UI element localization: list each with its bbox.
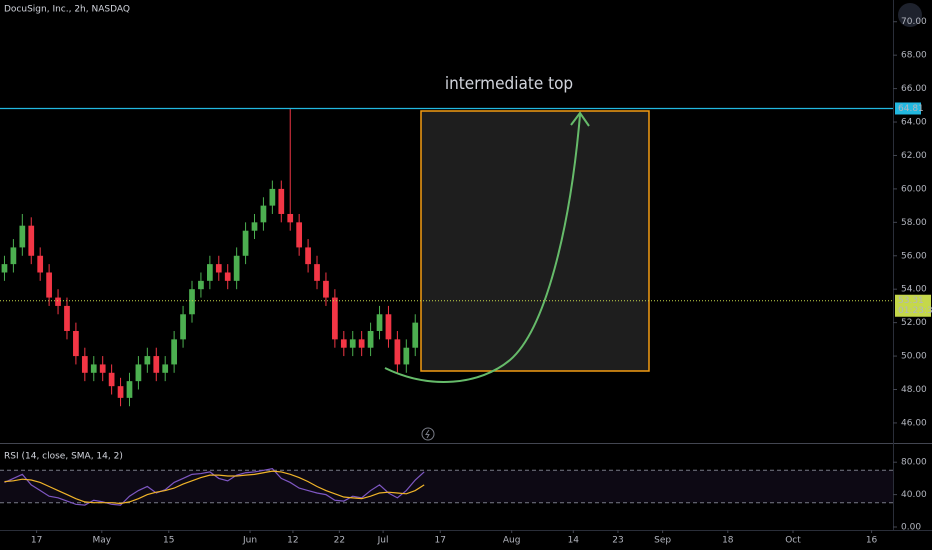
candle-body xyxy=(153,356,160,373)
y-tick-label: 56.00 xyxy=(901,251,927,261)
candle-body xyxy=(81,356,88,373)
candle-body xyxy=(19,225,26,248)
x-tick-label: Jun xyxy=(242,536,257,546)
plot xyxy=(1,21,897,533)
candle-body xyxy=(340,339,347,348)
candle-body xyxy=(376,314,383,331)
candle-body xyxy=(126,381,133,398)
candle-body xyxy=(180,314,186,340)
candle-body xyxy=(349,339,356,348)
lightning-icon[interactable] xyxy=(421,427,435,441)
candle-body xyxy=(412,322,419,348)
y-tick-label: 58.00 xyxy=(901,218,927,228)
candle-body xyxy=(358,339,365,348)
rsi-band xyxy=(0,470,893,503)
y-tick-label: 60.00 xyxy=(901,184,927,194)
candle-body xyxy=(55,297,61,306)
candle-body xyxy=(10,247,17,265)
chart-title: DocuSign, Inc., 2h, NASDAQ xyxy=(4,5,130,15)
countdown-label: 01:23:38 xyxy=(898,306,932,316)
candle-body xyxy=(260,205,267,223)
rsi-y-tick-label: 40.00 xyxy=(901,490,927,500)
candle-body xyxy=(73,330,79,357)
projection-box xyxy=(420,110,650,372)
hline-label: 64.81 xyxy=(898,104,924,114)
candle-body xyxy=(251,222,258,231)
candle-body xyxy=(385,314,392,340)
rsi-title: RSI (14, close, SMA, 14, 2) xyxy=(4,452,123,462)
rsi-line xyxy=(4,470,425,505)
x-tick-label: 15 xyxy=(163,536,174,546)
candle-body xyxy=(287,213,294,223)
x-tick-label: Jul xyxy=(377,536,389,546)
candle-body xyxy=(367,330,374,348)
x-tick-label: Oct xyxy=(785,536,801,546)
candle-body xyxy=(206,264,213,281)
rsi-y-tick-label: 0.00 xyxy=(901,523,921,533)
y-tick-label: 52.00 xyxy=(901,318,927,328)
x-tick-label: 23 xyxy=(612,536,623,546)
candle-body xyxy=(46,272,52,298)
candle-body xyxy=(64,305,70,331)
y-tick-label: 62.00 xyxy=(901,151,927,161)
candle-body xyxy=(108,372,115,387)
y-tick-label: 48.00 xyxy=(901,385,927,395)
candle-body xyxy=(28,225,35,256)
candle-body xyxy=(269,188,276,206)
x-tick-label: May xyxy=(92,536,111,546)
y-tick-label: 46.00 xyxy=(901,418,927,428)
candle-body xyxy=(144,356,151,365)
last-price-label: 53.31 xyxy=(898,296,924,306)
candle-body xyxy=(403,347,410,365)
x-tick-label: 12 xyxy=(287,536,298,546)
x-tick-label: 17 xyxy=(435,536,446,546)
x-tick-label: 17 xyxy=(31,536,42,546)
candle-body xyxy=(233,255,240,281)
candle-body xyxy=(117,386,124,398)
annotation: intermediate top xyxy=(445,74,573,94)
y-tick-label: 68.00 xyxy=(901,51,927,61)
settings-button[interactable] xyxy=(898,3,922,27)
y-tick-label: 70.00 xyxy=(901,17,927,27)
projection-arrow xyxy=(384,114,581,383)
candle-body xyxy=(189,289,195,315)
candle-body xyxy=(90,364,97,373)
y-tick-label: 54.00 xyxy=(901,285,927,295)
x-tick-label: 18 xyxy=(722,536,734,546)
x-tick-label: Sep xyxy=(654,536,671,546)
hline-label-bg xyxy=(895,102,921,115)
candle-body xyxy=(198,280,204,290)
candle-body xyxy=(224,272,231,281)
candle-body xyxy=(171,339,177,365)
candle-body xyxy=(162,364,169,373)
candle-body xyxy=(296,222,303,248)
candle-body xyxy=(135,364,142,382)
x-tick-label: 14 xyxy=(568,536,580,546)
candle-body xyxy=(332,297,338,340)
candle-body xyxy=(99,364,106,373)
lightning-bolt xyxy=(425,429,430,439)
candle-body xyxy=(278,188,285,214)
candle-body xyxy=(314,264,320,281)
x-tick-label: Aug xyxy=(503,536,521,546)
candle-body xyxy=(242,230,249,256)
y-tick-label: 64.00 xyxy=(901,118,927,128)
candle-body xyxy=(323,280,329,298)
candle-body xyxy=(215,264,222,273)
candle-body xyxy=(394,339,401,365)
candle-body xyxy=(37,255,44,273)
last-price-bg xyxy=(895,294,931,317)
candle-body xyxy=(1,264,8,273)
x-tick-label: 22 xyxy=(334,536,345,546)
arrow-head xyxy=(570,111,590,127)
x-tick-label: 16 xyxy=(866,536,878,546)
rsi-y-tick-label: 80.00 xyxy=(901,458,927,468)
y-tick-label: 50.00 xyxy=(901,352,927,362)
y-tick-label: 66.00 xyxy=(901,84,927,94)
candle-body xyxy=(305,247,311,265)
